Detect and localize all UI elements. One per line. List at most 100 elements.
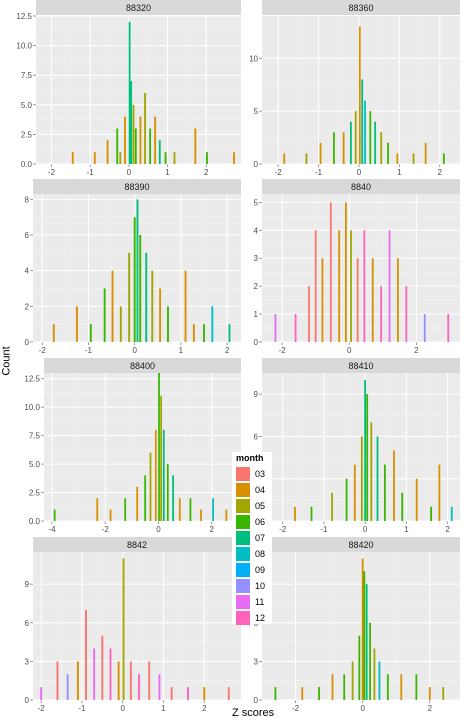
x-tick-label: 0 [363, 525, 368, 534]
x-tick-label: 1 [179, 346, 184, 355]
histogram-bar [329, 202, 332, 342]
histogram-bar [128, 252, 131, 342]
y-tick-label: 0.0 [21, 160, 33, 169]
x-tick-label: 0 [357, 168, 362, 177]
x-tick-label: -2 [292, 704, 300, 713]
histogram-bar [447, 314, 450, 342]
x-tick-label: 2 [209, 525, 214, 534]
facet-title: 88420 [348, 540, 373, 550]
facet-strip [262, 179, 460, 194]
histogram-bar [66, 674, 69, 700]
histogram-bar [103, 288, 106, 342]
y-tick-label: 8 [25, 195, 30, 204]
legend-item: 05 [236, 498, 272, 514]
y-tick-label: 6 [254, 432, 259, 441]
histogram-bar [119, 306, 122, 342]
y-tick-label: 2 [25, 302, 30, 311]
panel-background [262, 552, 460, 700]
histogram-bar [159, 288, 162, 342]
histogram-bar [227, 687, 230, 700]
facet-panel: 8842 -2 -1 0 1 2 0 3 6 9 [25, 537, 241, 713]
histogram-bar [310, 506, 313, 521]
legend-item: 03 [236, 466, 272, 482]
x-tick-label: 2 [225, 346, 230, 355]
legend-title: month [236, 453, 264, 463]
histogram-bar [397, 258, 399, 342]
histogram-bar [363, 230, 366, 342]
histogram-bar [423, 314, 426, 342]
legend-key [236, 499, 250, 513]
x-tick-label: 2 [414, 346, 419, 355]
x-tick-label: 0 [347, 346, 352, 355]
histogram-bar [387, 142, 389, 164]
x-tick-label: 0 [127, 168, 132, 177]
facet-strip [44, 358, 241, 373]
histogram-bar [424, 142, 427, 164]
histogram-bar [274, 687, 277, 700]
y-tick-label: 0 [25, 696, 30, 705]
histogram-bar [117, 661, 120, 700]
histogram-bar [139, 235, 142, 342]
histogram-bar [364, 100, 366, 164]
legend-label: 05 [255, 501, 266, 511]
facet-panel: 88420-2020369 [254, 537, 460, 713]
histogram-bar [151, 270, 154, 342]
facet-title: 88400 [130, 361, 155, 371]
histogram-bar [370, 422, 373, 521]
x-tick-label: 0 [120, 704, 125, 713]
histogram-bar [342, 132, 345, 164]
histogram-bar [343, 674, 346, 700]
x-tick-label: -2 [38, 704, 46, 713]
panel-background [44, 373, 241, 521]
histogram-bar [363, 571, 366, 700]
histogram-bar [356, 258, 359, 342]
histogram-bar [116, 128, 119, 164]
histogram-bar [442, 687, 445, 700]
y-tick-label: 0 [254, 696, 259, 705]
y-tick-label: 5.0 [29, 460, 41, 469]
y-tick-label: 5 [254, 198, 259, 207]
histogram-bar [225, 509, 228, 521]
histogram-bar [308, 286, 310, 342]
x-tick-label: 1 [161, 704, 166, 713]
legend-key [236, 579, 250, 593]
x-tick-label: 0 [156, 525, 161, 534]
legend-key [236, 611, 250, 625]
facet-title: 8840 [351, 182, 371, 192]
facet-title: 8842 [127, 540, 147, 550]
histogram-bar [358, 26, 361, 165]
histogram-bar [96, 498, 99, 521]
legend-item: 10 [236, 578, 272, 594]
histogram-bar [136, 486, 139, 521]
histogram-bar [76, 661, 79, 700]
histogram-bar [139, 116, 142, 164]
histogram-bar [138, 674, 140, 700]
facet-title: 88410 [348, 361, 373, 371]
histogram-bar [349, 121, 352, 164]
y-tick-label: 7.5 [21, 71, 33, 80]
panel-background [33, 552, 241, 700]
legend-item: 06 [236, 514, 272, 530]
legend-label: 07 [255, 533, 266, 543]
histogram-bar [450, 506, 453, 521]
x-tick-label: -1 [87, 168, 95, 177]
histogram-bar [136, 199, 139, 342]
y-axis-label-text: Count [0, 346, 13, 376]
legend-item: 08 [236, 546, 272, 562]
facet-panel: 88360 -2 -1 0 1 2 0 5 10 [249, 0, 460, 177]
legend-label: 12 [255, 613, 266, 623]
histogram-bar [393, 450, 395, 521]
histogram-bar [331, 492, 334, 521]
x-tick-label: -4 [48, 525, 56, 534]
histogram-bar [192, 324, 195, 342]
y-tick-label: 10.0 [24, 403, 40, 412]
histogram-bar [134, 128, 137, 164]
histogram-bar [373, 648, 376, 700]
facet-panel: 88390 -2 -1 0 1 2 0 2 4 6 8 [25, 179, 241, 355]
x-tick-label: 2 [445, 525, 450, 534]
x-tick-label: -2 [279, 346, 287, 355]
y-tick-label: 0.0 [29, 517, 41, 526]
y-tick-label: 0 [254, 338, 259, 347]
histogram-bar [149, 128, 152, 164]
